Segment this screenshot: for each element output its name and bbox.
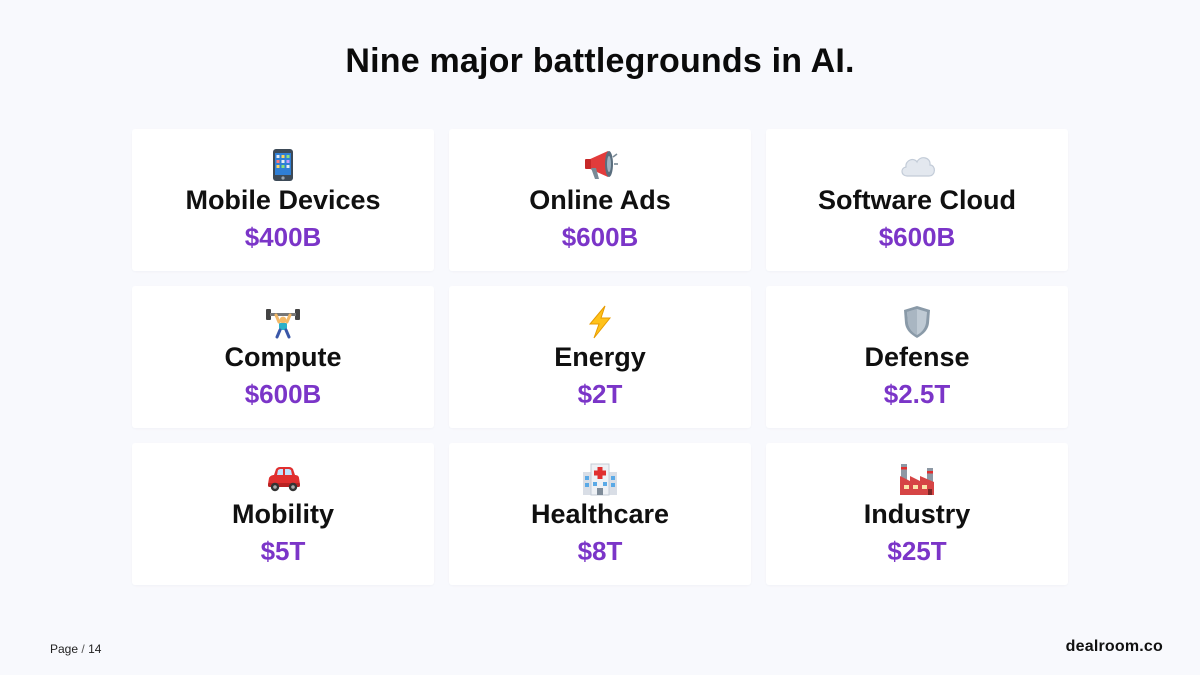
page-title: Nine major battlegrounds in AI. <box>345 42 855 80</box>
mobile-phone-icon <box>132 147 434 183</box>
card-value: $5T <box>260 536 306 566</box>
card-mobility: Mobility $5T <box>132 443 434 585</box>
card-value: $600B <box>878 222 956 252</box>
card-label: Online Ads <box>529 185 671 215</box>
card-online-ads: Online Ads $600B <box>449 129 751 271</box>
brand-logo-text: dealroom.co <box>1065 638 1163 655</box>
card-value: $25T <box>887 536 947 566</box>
card-mobile-devices: Mobile Devices $400B <box>132 129 434 271</box>
battleground-grid: Mobile Devices $400B Online Ads $600B So… <box>132 129 1068 585</box>
page-number: 14 <box>88 642 102 656</box>
cloud-icon <box>766 147 1068 183</box>
card-compute: Compute $600B <box>132 286 434 428</box>
card-label: Compute <box>224 342 342 372</box>
lightning-icon <box>449 304 751 340</box>
card-value: $600B <box>244 379 322 409</box>
card-healthcare: Healthcare $8T <box>449 443 751 585</box>
card-value: $8T <box>577 536 623 566</box>
card-value: $2T <box>577 379 623 409</box>
card-value: $400B <box>244 222 322 252</box>
card-value: $2.5T <box>883 379 951 409</box>
page-indicator: Page / 14 <box>50 642 101 656</box>
card-label: Healthcare <box>530 499 670 529</box>
card-energy: Energy $2T <box>449 286 751 428</box>
card-label: Software Cloud <box>817 185 1016 215</box>
megaphone-icon <box>449 147 751 183</box>
card-label: Mobile Devices <box>185 185 381 215</box>
card-label: Mobility <box>232 499 334 529</box>
hospital-icon <box>449 461 751 497</box>
card-label: Industry <box>863 499 971 529</box>
car-icon <box>132 461 434 497</box>
page-label: Page <box>50 642 79 656</box>
card-value: $600B <box>561 222 639 252</box>
card-defense: Defense $2.5T <box>766 286 1068 428</box>
page-separator: / <box>81 642 85 656</box>
weightlifter-icon <box>132 304 434 340</box>
card-label: Energy <box>554 342 646 372</box>
card-industry: Industry $25T <box>766 443 1068 585</box>
card-software-cloud: Software Cloud $600B <box>766 129 1068 271</box>
shield-icon <box>766 304 1068 340</box>
card-label: Defense <box>864 342 970 372</box>
factory-icon <box>766 461 1068 497</box>
